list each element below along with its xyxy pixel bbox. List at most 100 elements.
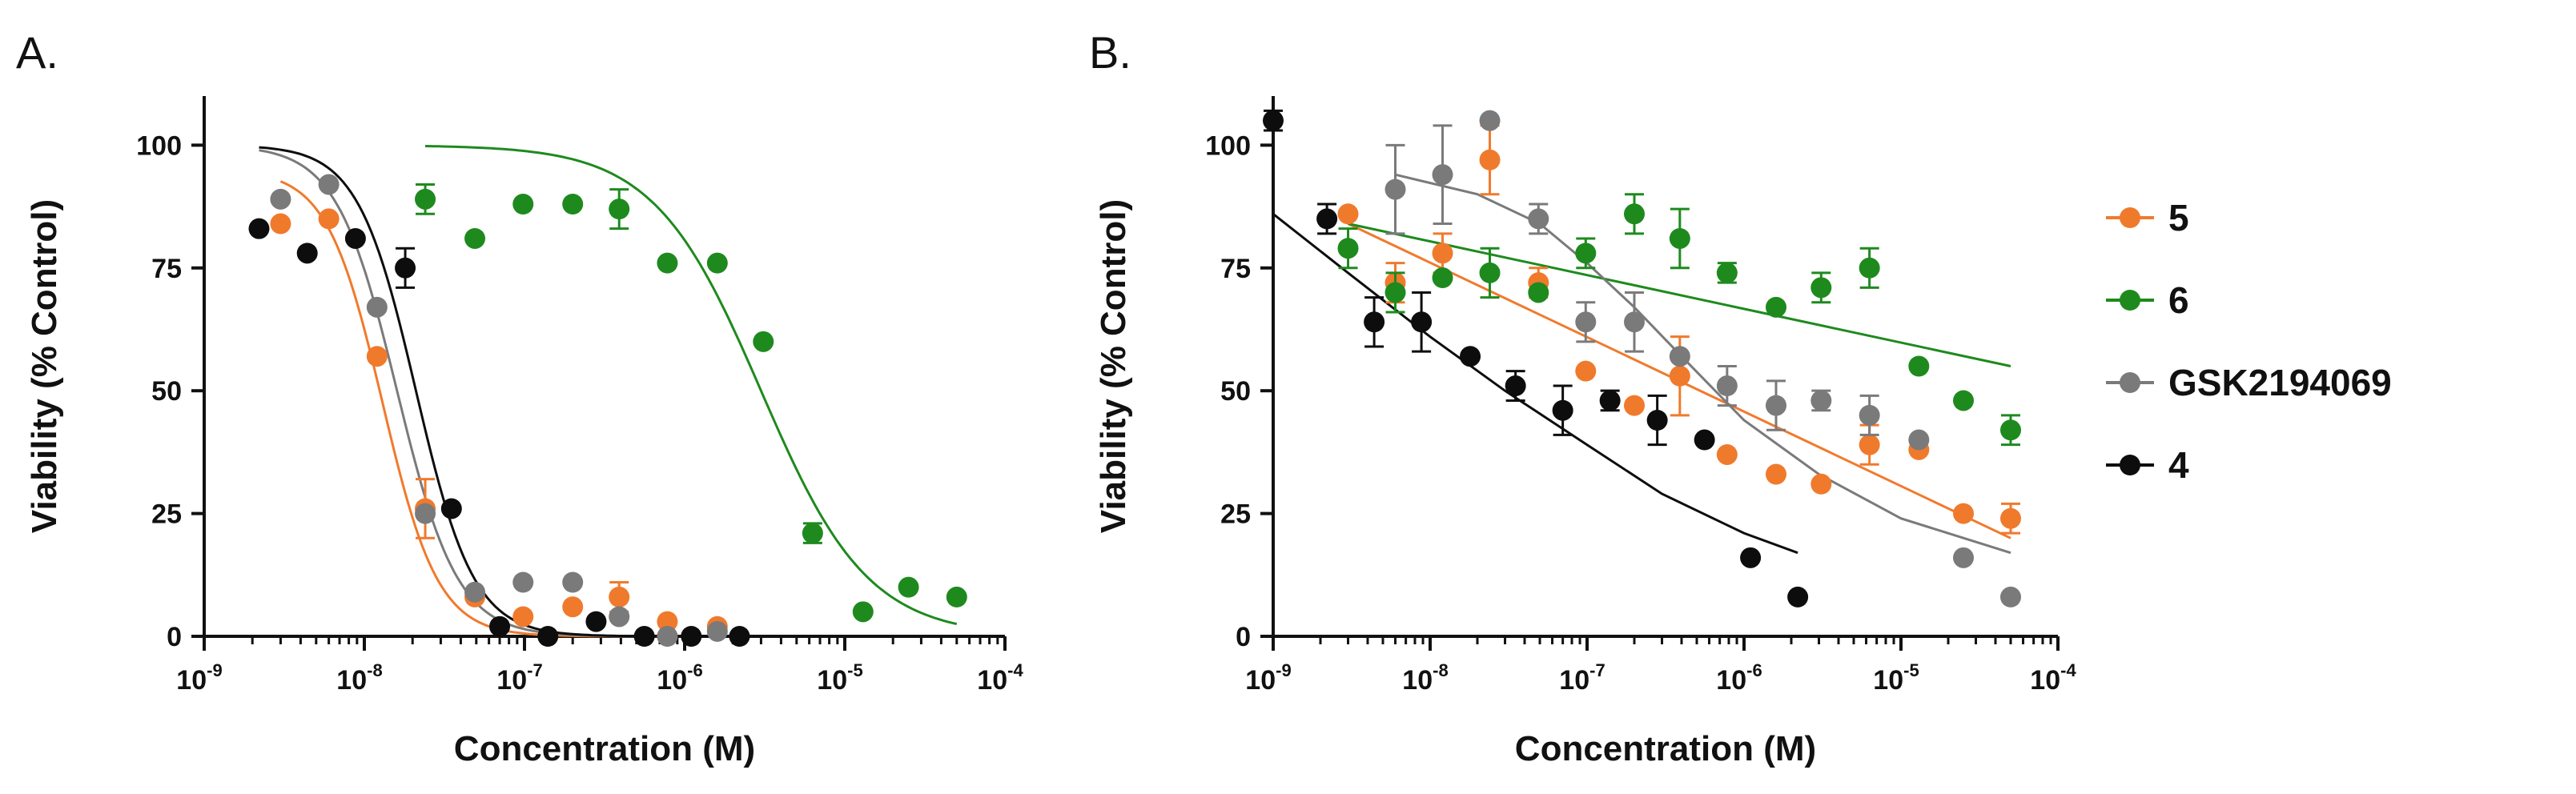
data-point-6 xyxy=(1766,296,1787,318)
data-point-5 xyxy=(1716,443,1738,465)
data-point-5 xyxy=(1337,203,1359,225)
data-point-gsk2194069 xyxy=(1479,110,1501,131)
y-tick-label: 75 xyxy=(151,254,182,284)
data-point-gsk2194069 xyxy=(1432,164,1453,186)
fit-line-4 xyxy=(1272,213,1798,555)
data-point-6 xyxy=(1669,227,1690,249)
data-point-6 xyxy=(1575,243,1597,264)
y-tick-label: 50 xyxy=(151,376,182,407)
fit-line-6 xyxy=(424,145,958,626)
data-point-gsk2194069 xyxy=(1624,311,1646,333)
data-point-4 xyxy=(1787,586,1809,608)
data-point-4 xyxy=(1740,547,1762,568)
data-point-4 xyxy=(729,626,750,647)
data-point-gsk2194069 xyxy=(1859,404,1880,426)
data-point-5 xyxy=(1575,360,1597,382)
data-point-gsk2194069 xyxy=(270,188,291,210)
y-tick-label: 50 xyxy=(1220,376,1251,407)
y-axis-title: Viability (% Control) xyxy=(1094,199,1133,533)
data-point-6 xyxy=(898,576,919,598)
x-tick-label: 10-9 xyxy=(176,660,222,696)
x-tick-label: 10-5 xyxy=(817,660,862,696)
data-point-4 xyxy=(1316,208,1338,230)
panel-letter: A. xyxy=(16,27,58,78)
data-point-5 xyxy=(1999,507,2021,529)
data-point-gsk2194069 xyxy=(1766,395,1787,416)
x-axis-title: Concentration (M) xyxy=(454,729,755,768)
data-point-5 xyxy=(1669,365,1690,387)
data-point-6 xyxy=(562,194,584,215)
x-tick-label: 10-5 xyxy=(1873,660,1919,696)
data-point-gsk2194069 xyxy=(1716,375,1738,397)
data-point-6 xyxy=(657,252,678,274)
x-tick-label: 10-6 xyxy=(1716,660,1762,696)
data-point-gsk2194069 xyxy=(706,620,728,642)
legend-label: 5 xyxy=(2168,197,2189,239)
data-point-4 xyxy=(1599,390,1621,411)
x-tick-label: 10-4 xyxy=(2030,660,2076,696)
data-point-gsk2194069 xyxy=(464,581,486,603)
data-point-6 xyxy=(706,252,728,274)
data-point-gsk2194069 xyxy=(1528,208,1549,230)
x-tick-label: 10-7 xyxy=(1559,660,1605,696)
data-point-6 xyxy=(1479,262,1501,283)
data-point-gsk2194069 xyxy=(1384,178,1406,200)
data-point-5 xyxy=(1952,503,1974,524)
legend-label: 4 xyxy=(2168,444,2189,486)
data-point-4 xyxy=(296,243,318,264)
data-point-6 xyxy=(1716,262,1738,283)
data-point-4 xyxy=(681,626,702,647)
legend-label: 6 xyxy=(2168,279,2189,321)
data-point-6 xyxy=(464,227,486,249)
data-point-4 xyxy=(1505,375,1526,397)
data-point-4 xyxy=(344,227,366,249)
y-tick-label: 0 xyxy=(1236,622,1251,652)
data-point-gsk2194069 xyxy=(1908,429,1930,451)
data-point-gsk2194069 xyxy=(415,503,436,524)
legend-marker xyxy=(2120,290,2140,311)
data-point-6 xyxy=(1337,238,1359,259)
data-point-gsk2194069 xyxy=(609,606,630,628)
data-point-5 xyxy=(1624,395,1646,416)
data-point-5 xyxy=(609,586,630,608)
panel-a: A. 0 25 50 75 100 10-9 10-8 10-7 10-6 10-5 10-4 Conc… xyxy=(16,27,1023,768)
data-point-6 xyxy=(1384,282,1406,303)
data-point-4 xyxy=(1411,311,1433,333)
x-tick-label: 10-4 xyxy=(977,660,1023,696)
data-point-6 xyxy=(1859,257,1880,279)
data-point-4 xyxy=(1263,110,1284,131)
y-tick-label: 100 xyxy=(136,130,182,161)
legend-label: GSK2194069 xyxy=(2168,362,2392,403)
legend: 5 6 GSK2194069 4 xyxy=(2106,197,2392,486)
x-tick-label: 10-7 xyxy=(496,660,542,696)
data-point-5 xyxy=(1766,463,1787,485)
data-point-5 xyxy=(1859,434,1880,455)
data-point-6 xyxy=(609,198,630,220)
data-point-5 xyxy=(270,213,291,235)
data-point-4 xyxy=(1364,311,1385,333)
panel-letter: B. xyxy=(1089,27,1131,78)
data-point-5 xyxy=(366,346,388,367)
data-point-gsk2194069 xyxy=(366,296,388,318)
data-point-6 xyxy=(1432,267,1453,289)
data-point-6 xyxy=(802,523,823,544)
legend-marker xyxy=(2120,372,2140,393)
data-point-4 xyxy=(1460,346,1481,367)
data-point-4 xyxy=(248,218,270,239)
data-point-5 xyxy=(562,596,584,618)
data-point-6 xyxy=(852,601,874,623)
data-point-gsk2194069 xyxy=(1999,586,2021,608)
data-point-gsk2194069 xyxy=(657,626,678,647)
data-point-5 xyxy=(1479,149,1501,170)
data-point-4 xyxy=(585,611,607,632)
legend-marker xyxy=(2120,455,2140,475)
fit-line-gsk2194069 xyxy=(1395,173,2011,555)
y-tick-label: 100 xyxy=(1205,130,1251,161)
data-point-4 xyxy=(1552,399,1573,421)
data-point-4 xyxy=(633,626,655,647)
data-point-6 xyxy=(946,586,967,608)
data-point-4 xyxy=(395,257,416,279)
data-point-6 xyxy=(512,194,534,215)
data-point-4 xyxy=(489,616,511,637)
